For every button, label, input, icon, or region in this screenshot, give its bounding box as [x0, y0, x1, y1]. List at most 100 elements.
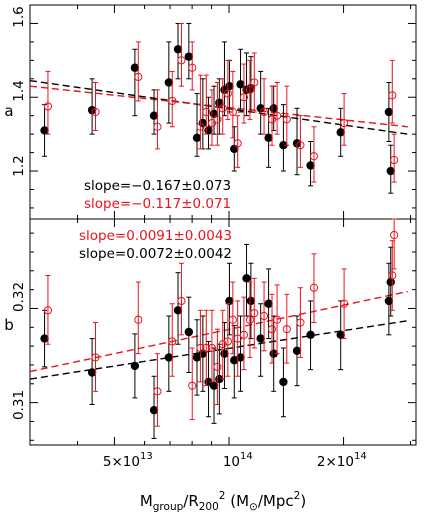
- red-open-point-24: [340, 268, 349, 340]
- marker: [168, 337, 177, 346]
- red-open-point-16: [245, 281, 255, 358]
- black-filled-point-26: [384, 81, 394, 143]
- red-open-point-13: [228, 70, 237, 139]
- black-filled-point-24: [336, 107, 345, 157]
- marker: [91, 107, 100, 117]
- marker: [264, 299, 273, 308]
- red-open-point-11: [218, 309, 227, 380]
- marker: [296, 141, 305, 150]
- marker: [386, 166, 395, 176]
- marker: [250, 309, 259, 318]
- marker: [336, 128, 345, 137]
- x-tick-label-5e13: 5×10: [103, 454, 140, 470]
- panel-b: b slope=0.0091±0.0043 slope=0.0072±0.004…: [4, 218, 417, 446]
- red-open-point-23: [309, 253, 319, 324]
- red-open-point-1: [91, 322, 100, 392]
- red-open-point-9: [207, 89, 217, 146]
- red-open-point-17: [250, 277, 259, 349]
- marker: [279, 377, 288, 387]
- marker: [259, 107, 269, 117]
- x-tick-label-2e14-exp: 14: [354, 451, 367, 462]
- marker: [228, 315, 237, 324]
- marker: [153, 122, 162, 131]
- marker: [239, 93, 249, 102]
- marker: [40, 334, 49, 343]
- marker: [184, 52, 194, 61]
- marker: [246, 296, 256, 306]
- black-filled-point-3: [149, 375, 159, 439]
- red-open-point-18: [259, 78, 269, 135]
- panel-b-frame: [29, 218, 417, 446]
- black-filled-point-17: [246, 262, 256, 340]
- marker: [340, 118, 349, 128]
- red-open-point-9: [207, 309, 217, 383]
- red-open-point-0: [43, 275, 53, 345]
- x-tick-label-1e14: 10: [223, 454, 240, 470]
- red-open-point-12: [223, 59, 232, 120]
- marker: [388, 271, 397, 280]
- marker: [264, 133, 273, 143]
- marker: [282, 325, 291, 334]
- red-open-point-5: [177, 22, 186, 87]
- marker: [213, 115, 222, 124]
- red-open-point-1: [91, 81, 100, 131]
- black-filled-point-6: [184, 296, 194, 373]
- red-open-point-22: [296, 115, 305, 168]
- y-tick-label-1.4: 1.4: [11, 80, 27, 101]
- marker: [184, 327, 194, 337]
- red-open-point-7: [196, 309, 205, 383]
- marker: [228, 107, 237, 117]
- red-open-point-20: [272, 81, 282, 135]
- y-tick-labels: 1.6 1.4 1.2 0.32 0.31: [11, 6, 27, 420]
- marker: [384, 107, 394, 117]
- black-filled-point-4: [164, 315, 174, 392]
- marker: [43, 102, 53, 111]
- red-open-point-19: [267, 293, 277, 364]
- red-open-point-15: [239, 296, 249, 371]
- marker: [173, 306, 183, 315]
- marker: [233, 334, 242, 343]
- red-open-point-12: [223, 303, 232, 377]
- red-open-point-13: [228, 281, 237, 355]
- x-tick-label-5e13-exp: 13: [140, 451, 153, 462]
- marker: [245, 85, 255, 94]
- panel-b-points: [40, 218, 399, 439]
- marker: [388, 91, 397, 100]
- red-open-point-6: [188, 41, 197, 91]
- marker: [202, 343, 211, 353]
- black-filled-point-15: [236, 48, 245, 113]
- black-filled-point-0: [40, 104, 49, 157]
- marker: [309, 283, 319, 292]
- marker: [272, 315, 282, 324]
- x-tick-label-1e14-exp: 14: [240, 451, 253, 462]
- marker: [230, 356, 239, 365]
- x-axis-label: Mgroup/R2002 (M⊙/Mpc2): [140, 490, 306, 513]
- x-tick-label-2e14: 2×10: [317, 454, 354, 470]
- marker: [279, 141, 288, 150]
- red-open-point-25: [390, 218, 399, 270]
- red-open-point-10: [213, 81, 222, 146]
- marker: [168, 96, 177, 106]
- black-filled-point-23: [306, 141, 315, 187]
- red-open-point-11: [218, 78, 227, 135]
- marker: [40, 126, 49, 135]
- marker: [130, 63, 140, 72]
- fit-line-red: [29, 290, 408, 373]
- panel-a-ticks: [29, 5, 416, 219]
- marker: [149, 111, 159, 120]
- marker: [296, 318, 305, 327]
- marker: [43, 306, 53, 315]
- black-filled-point-1: [87, 338, 97, 406]
- marker: [340, 299, 349, 308]
- marker: [384, 296, 394, 306]
- black-filled-point-23: [306, 300, 315, 371]
- marker: [223, 89, 232, 98]
- red-open-point-20: [272, 284, 282, 355]
- red-open-point-8: [202, 309, 211, 387]
- marker: [207, 118, 217, 128]
- red-open-point-5: [177, 262, 186, 336]
- marker: [218, 340, 227, 349]
- marker: [209, 381, 219, 390]
- black-filled-point-15: [236, 315, 245, 392]
